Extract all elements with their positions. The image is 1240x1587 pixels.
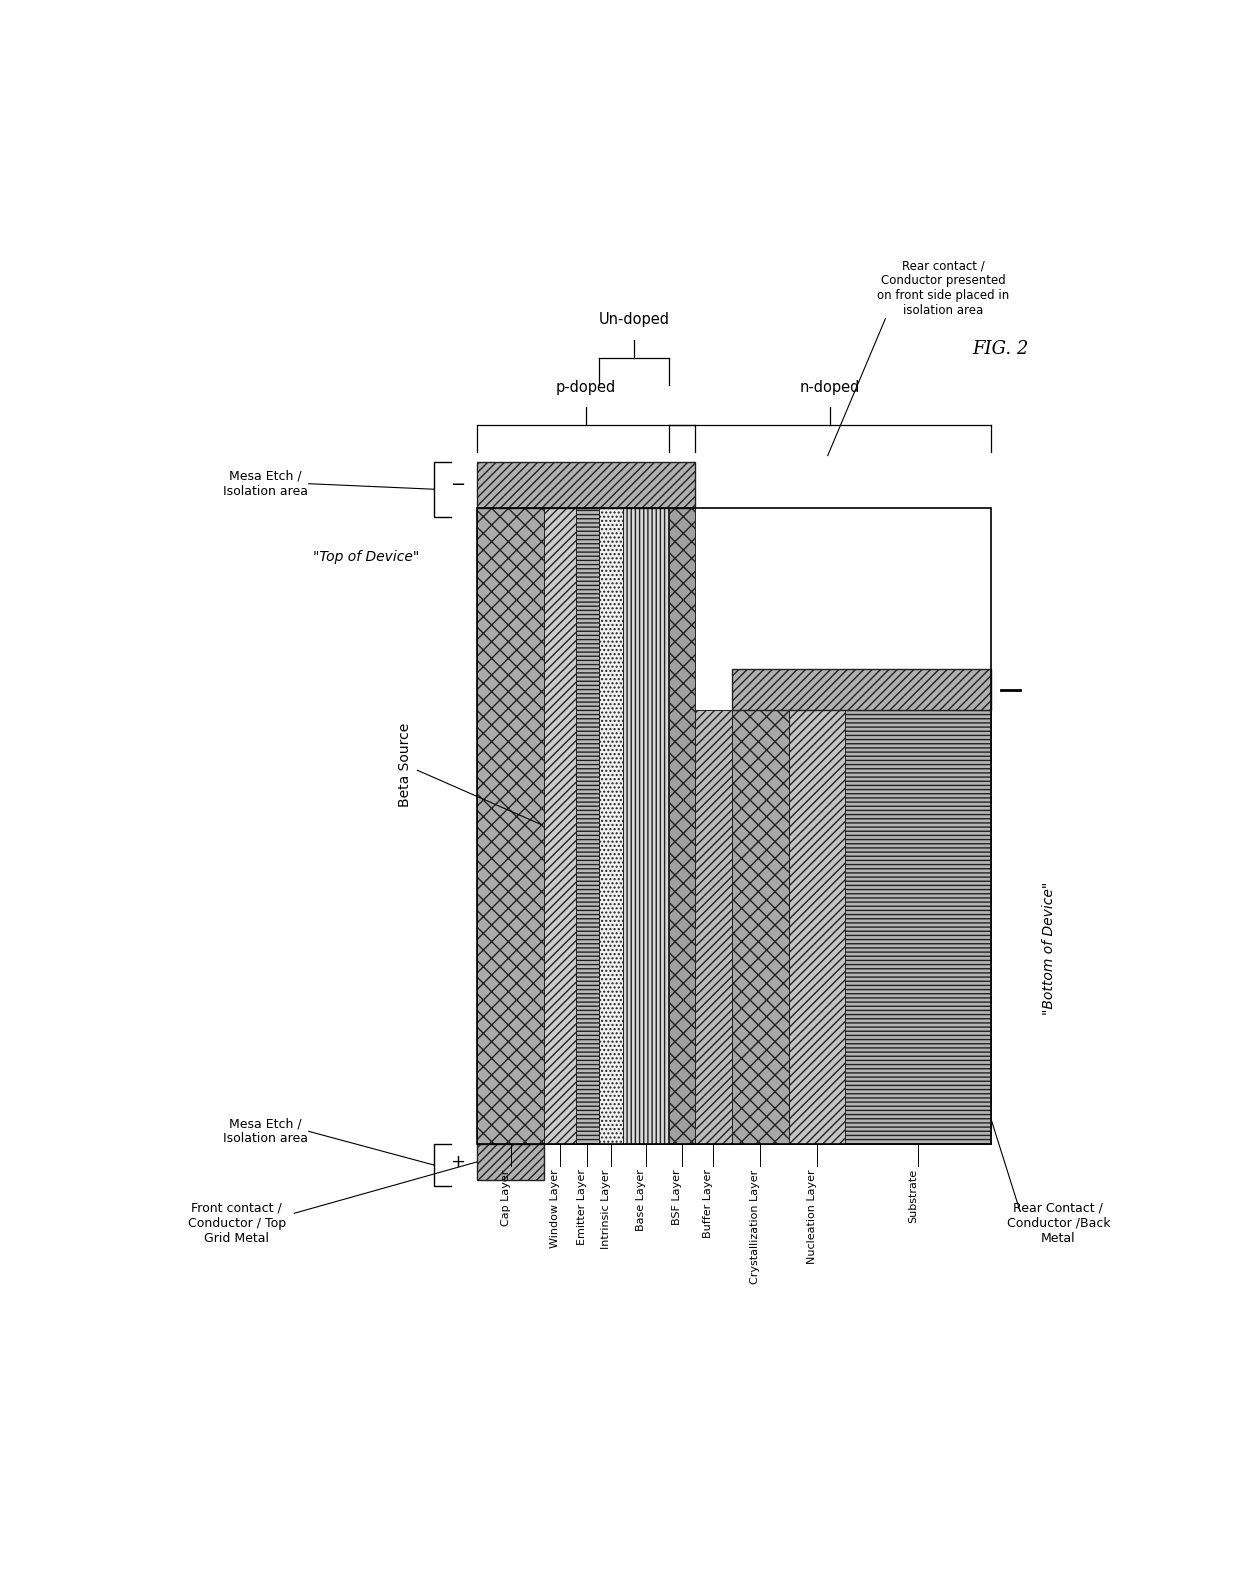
Text: Buffer Layer: Buffer Layer [703, 1170, 713, 1238]
Bar [477, 462, 696, 508]
Text: "Top of Device": "Top of Device" [314, 551, 419, 563]
Bar [477, 508, 544, 1144]
Text: BSF Layer: BSF Layer [672, 1170, 682, 1225]
Text: −: − [450, 476, 465, 494]
Text: Base Layer: Base Layer [636, 1170, 646, 1232]
Text: Rear Contact /
Conductor /Back
Metal: Rear Contact / Conductor /Back Metal [1007, 1201, 1110, 1244]
Bar [670, 508, 696, 1144]
Text: Nucleation Layer: Nucleation Layer [807, 1170, 817, 1263]
Text: Mesa Etch /
Isolation area: Mesa Etch / Isolation area [223, 1117, 308, 1146]
Bar [844, 709, 991, 1144]
Text: n-doped: n-doped [800, 379, 861, 395]
Bar [696, 709, 732, 1144]
Bar [732, 709, 790, 1144]
Text: Rear contact /
Conductor presented
on front side placed in
isolation area: Rear contact / Conductor presented on fr… [877, 259, 1009, 317]
Text: Front contact /
Conductor / Top
Grid Metal: Front contact / Conductor / Top Grid Met… [187, 1201, 285, 1244]
Text: Crystallization Layer: Crystallization Layer [750, 1170, 760, 1284]
Text: Window Layer: Window Layer [551, 1170, 560, 1247]
Text: "Bottom of Device": "Bottom of Device" [1042, 881, 1055, 1014]
Text: Substrate: Substrate [908, 1170, 918, 1224]
Text: Beta Source: Beta Source [398, 722, 542, 825]
Bar [544, 508, 575, 1144]
Text: Emitter Layer: Emitter Layer [578, 1170, 588, 1246]
Bar [732, 670, 991, 709]
Text: Mesa Etch /
Isolation area: Mesa Etch / Isolation area [223, 470, 308, 498]
Bar [477, 508, 991, 1144]
Bar [575, 508, 599, 1144]
Text: p-doped: p-doped [556, 379, 616, 395]
Text: FIG. 2: FIG. 2 [972, 340, 1029, 359]
Bar [477, 1144, 544, 1181]
Bar [622, 508, 670, 1144]
Text: Intrinsic Layer: Intrinsic Layer [601, 1170, 611, 1249]
Text: +: + [450, 1152, 465, 1171]
Bar [789, 709, 844, 1144]
Text: Un-doped: Un-doped [599, 313, 670, 327]
Bar [599, 508, 622, 1144]
Text: Cap Layer: Cap Layer [501, 1170, 511, 1225]
